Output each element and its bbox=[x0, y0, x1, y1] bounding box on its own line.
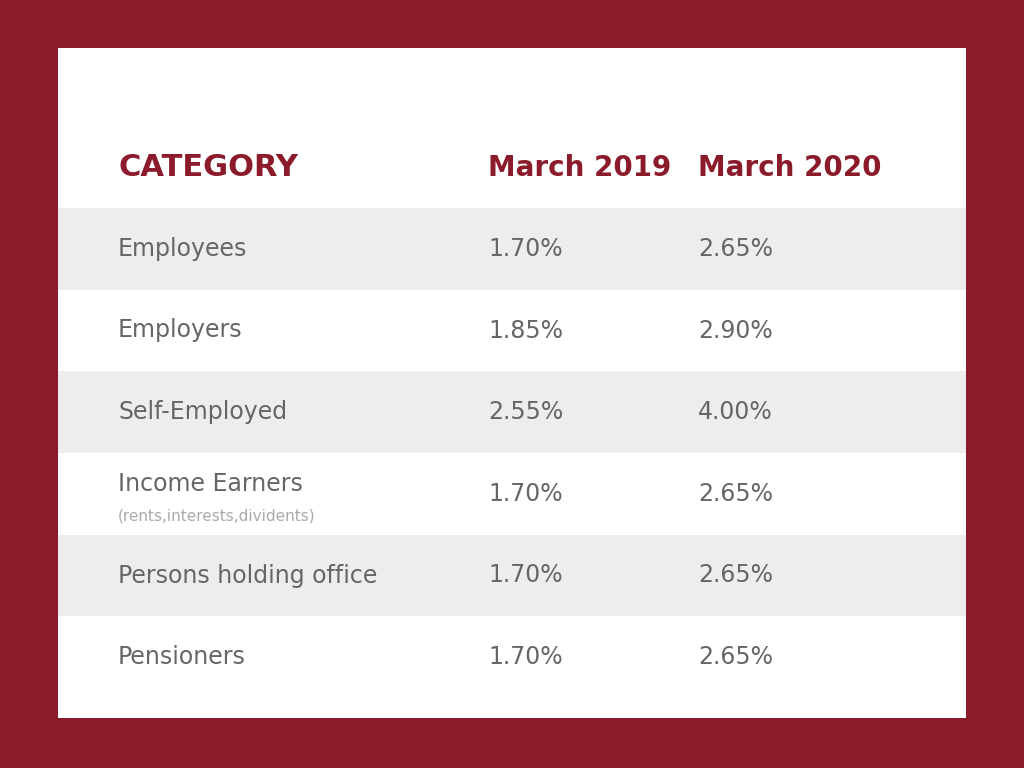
Text: Pensioners: Pensioners bbox=[118, 645, 246, 669]
Text: CATEGORY: CATEGORY bbox=[118, 154, 298, 183]
Text: Self-Employed: Self-Employed bbox=[118, 400, 287, 424]
Text: March 2019: March 2019 bbox=[488, 154, 672, 182]
Bar bbox=[58, 48, 966, 718]
Text: 2.55%: 2.55% bbox=[488, 400, 563, 424]
Text: 2.65%: 2.65% bbox=[698, 482, 773, 506]
Bar bbox=[58, 372, 966, 453]
Text: 1.70%: 1.70% bbox=[488, 482, 562, 506]
Text: (rents,interests,dividents): (rents,interests,dividents) bbox=[118, 508, 315, 523]
Text: 1.70%: 1.70% bbox=[488, 564, 562, 588]
Text: 2.65%: 2.65% bbox=[698, 645, 773, 669]
Text: 2.90%: 2.90% bbox=[698, 319, 773, 343]
Text: March 2020: March 2020 bbox=[698, 154, 882, 182]
Text: 1.70%: 1.70% bbox=[488, 645, 562, 669]
Text: 4.00%: 4.00% bbox=[698, 400, 773, 424]
Text: Employees: Employees bbox=[118, 237, 248, 261]
Text: 2.65%: 2.65% bbox=[698, 564, 773, 588]
Bar bbox=[58, 208, 966, 290]
Text: Employers: Employers bbox=[118, 319, 243, 343]
Text: Income Earners: Income Earners bbox=[118, 472, 303, 496]
Text: Persons holding office: Persons holding office bbox=[118, 564, 378, 588]
Text: 1.70%: 1.70% bbox=[488, 237, 562, 261]
Bar bbox=[58, 535, 966, 617]
Text: 2.65%: 2.65% bbox=[698, 237, 773, 261]
Text: 1.85%: 1.85% bbox=[488, 319, 563, 343]
